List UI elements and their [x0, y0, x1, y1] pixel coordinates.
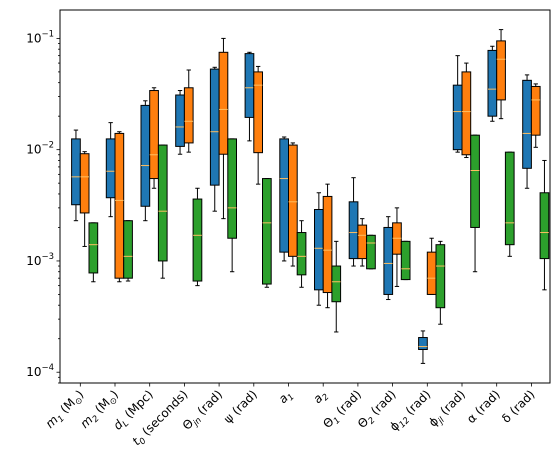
box-series-3-cat-10 — [400, 240, 411, 281]
box — [227, 138, 238, 239]
box — [253, 71, 264, 154]
box-series-2-cat-7 — [288, 142, 298, 267]
box — [71, 138, 81, 206]
box — [149, 90, 159, 180]
box-series-3-cat-5 — [227, 138, 238, 273]
box — [79, 153, 90, 214]
box-series-2-cat-8 — [322, 183, 333, 309]
box — [383, 226, 394, 295]
box-series-3-cat-12 — [470, 134, 480, 273]
box — [461, 71, 472, 156]
box — [140, 104, 151, 207]
box — [322, 195, 333, 294]
plot-area — [71, 29, 550, 364]
box-series-2-cat-6 — [253, 65, 264, 185]
box-series-1-cat-7 — [279, 136, 289, 262]
box-series-1-cat-4 — [175, 90, 185, 155]
box-series-2-cat-5 — [218, 37, 229, 220]
box-series-3-cat-1 — [88, 222, 99, 283]
box — [105, 138, 116, 199]
box — [496, 40, 506, 101]
box — [279, 138, 289, 253]
box — [157, 144, 168, 262]
box — [539, 192, 550, 260]
box-series-3-cat-14 — [539, 159, 550, 291]
box — [192, 198, 203, 282]
box — [504, 151, 515, 246]
box — [470, 134, 480, 228]
box — [452, 84, 463, 151]
box-series-3-cat-8 — [331, 240, 342, 333]
box — [400, 240, 411, 281]
box — [522, 79, 532, 169]
box — [314, 208, 324, 291]
box-series-2-cat-9 — [357, 218, 368, 267]
box-series-2-cat-13 — [496, 29, 506, 120]
box — [348, 201, 359, 260]
box — [418, 337, 428, 351]
box-series-1-cat-13 — [487, 45, 498, 122]
box — [331, 265, 342, 303]
box-series-1-cat-10 — [383, 216, 394, 301]
box-series-3-cat-9 — [366, 234, 376, 270]
box-series-1-cat-11 — [418, 330, 428, 364]
box-series-3-cat-3 — [157, 144, 168, 279]
box — [114, 132, 125, 279]
box — [487, 49, 498, 117]
box-series-3-cat-7 — [296, 220, 307, 288]
box-series-2-cat-14 — [530, 83, 541, 148]
box-series-3-cat-2 — [123, 220, 133, 282]
box-series-3-cat-6 — [262, 178, 272, 288]
axes-frame — [59, 9, 551, 384]
box — [262, 178, 272, 285]
box — [123, 220, 133, 279]
box — [530, 85, 541, 136]
box-series-3-cat-11 — [435, 240, 446, 325]
box — [244, 53, 255, 118]
box — [209, 68, 220, 186]
box-series-2-cat-4 — [183, 69, 194, 153]
box-series-2-cat-12 — [461, 62, 472, 159]
box — [175, 94, 185, 147]
y-tick-label: 10−4 — [26, 363, 54, 379]
y-tick-label: 10−1 — [26, 29, 54, 45]
box — [357, 224, 368, 260]
box-series-2-cat-2 — [114, 131, 125, 283]
box-series-3-cat-13 — [504, 151, 515, 257]
x-category-label: m2 (M⊙) — [77, 387, 123, 433]
box-series-2-cat-1 — [79, 151, 90, 247]
box-series-1-cat-3 — [140, 100, 151, 222]
box — [366, 234, 376, 270]
box-series-1-cat-8 — [314, 192, 324, 306]
y-tick-label: 10−3 — [26, 252, 54, 268]
box — [218, 51, 229, 155]
y-tick-label: 10−2 — [26, 141, 54, 157]
box — [426, 251, 437, 295]
box-series-3-cat-4 — [192, 187, 203, 287]
box — [288, 144, 298, 257]
box-series-2-cat-10 — [392, 207, 402, 287]
box — [296, 232, 307, 276]
box-series-2-cat-3 — [149, 87, 159, 189]
box — [435, 244, 446, 309]
box — [88, 222, 99, 274]
box — [183, 87, 194, 144]
